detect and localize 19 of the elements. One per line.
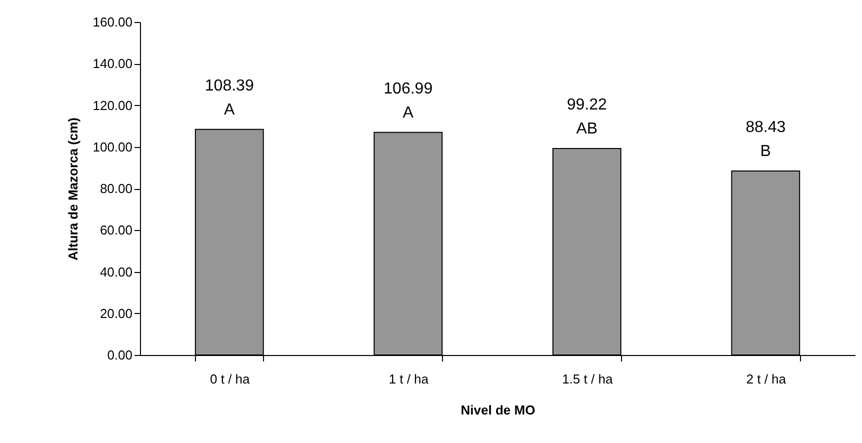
y-tick-label: 40.00 [100,264,132,280]
data-label: 108.39 A [204,77,254,118]
y-tick-label: 0.00 [107,348,132,362]
y-tick-label: 80.00 [100,181,132,196]
data-label: 106.99 A [384,80,433,122]
x-tick-label: 2 t / ha [746,372,787,386]
y-tick-label: 140.00 [92,56,132,72]
y-tick-label: 100.00 [92,139,132,154]
x-tick-label: 1.5 t / ha [562,372,614,386]
data-label: 88.43 B [746,118,786,160]
y-tick-label: 160.00 [92,14,132,30]
x-tick-label: 1 t / ha [388,372,430,386]
y-axis-title: Altura de Mazorca (cm) [66,117,81,261]
x-tick-label: 0 t / ha [210,372,251,386]
y-tick-label: 120.00 [92,98,132,113]
y-tick-label: 20.00 [100,306,132,321]
x-axis-title: Nivel de MO [460,402,536,418]
y-tick-label: 60.00 [100,222,132,238]
data-label: 99.22 AB [566,96,607,138]
